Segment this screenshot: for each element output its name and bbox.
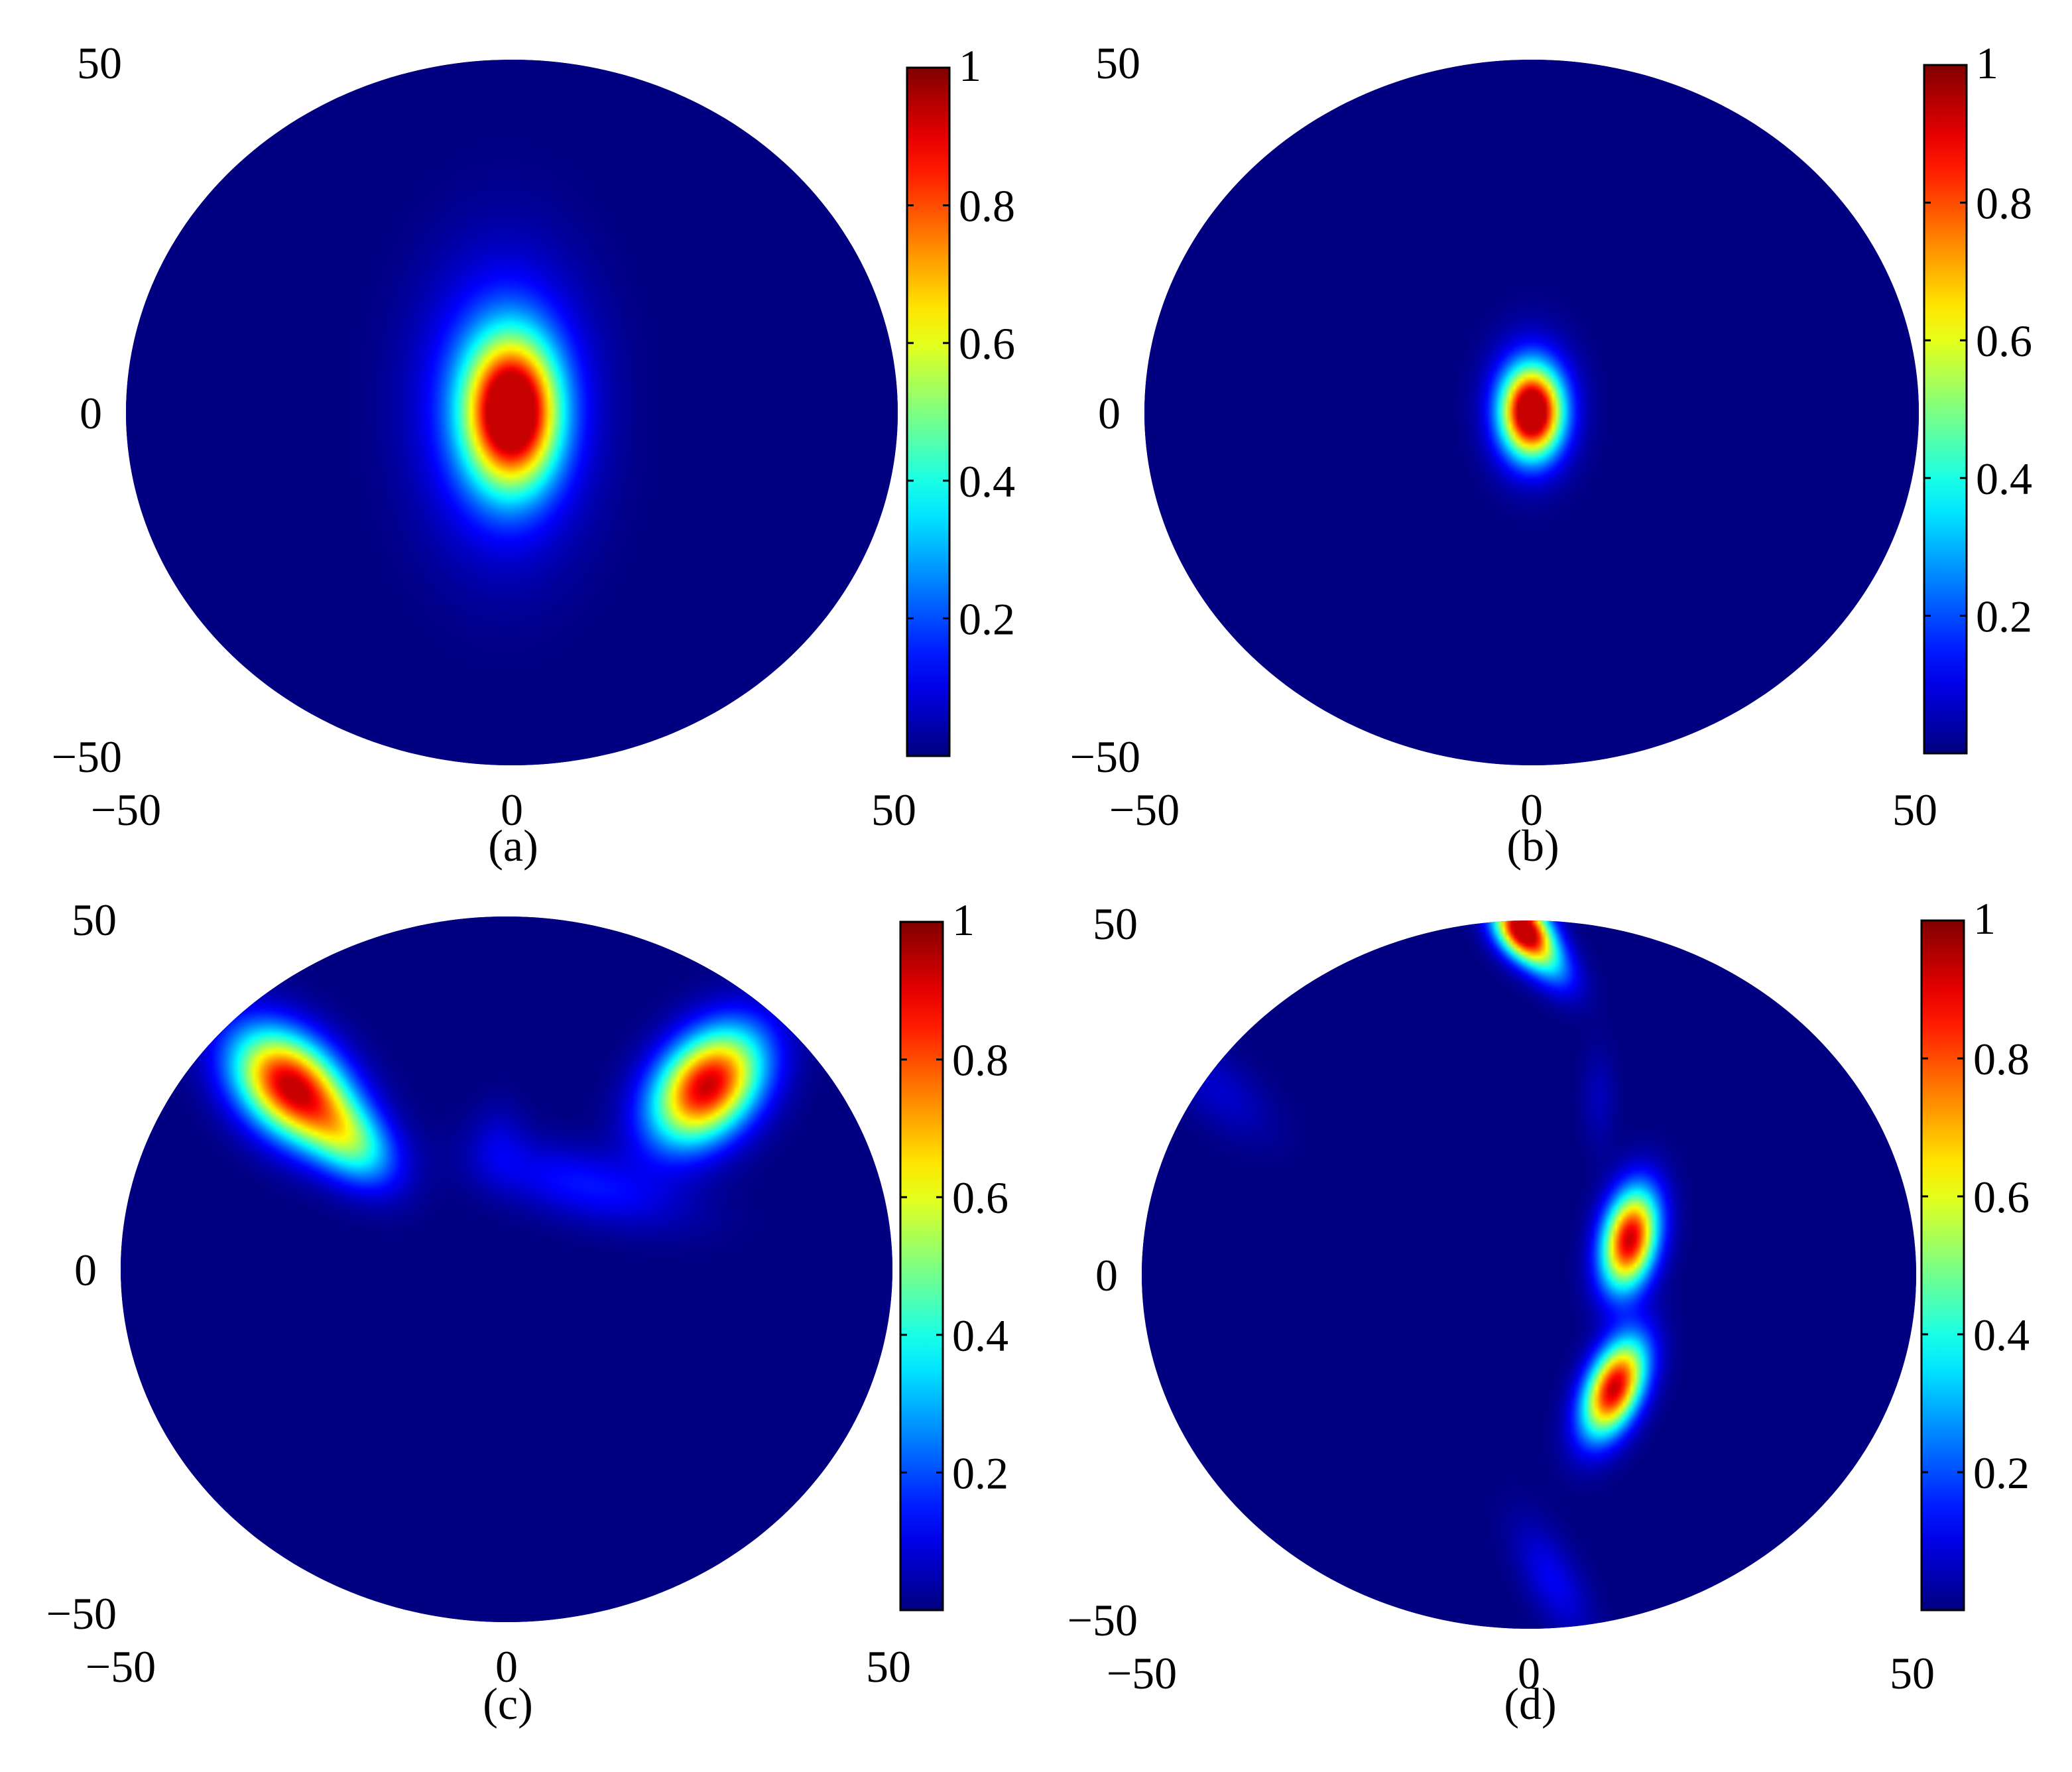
colorbar-tick-label: 0.2 [1976,591,2032,641]
colorbar-tick-label: 0.8 [959,181,1015,231]
y-tick-label: 50 [1095,38,1140,88]
y-tick-label: −50 [1067,1595,1138,1645]
colorbar-tick-label: 0.4 [952,1310,1008,1361]
y-tick-label: 0 [1095,1250,1118,1300]
y-tick-label: 50 [77,38,122,88]
colorbar-tick-label: 1 [952,895,975,945]
y-tick-label: 0 [1098,388,1121,438]
panel-label: (c) [483,1678,532,1729]
x-tick-label: 0 [501,785,523,835]
panel-a: 1 0.8 0.6 0.4 0.2 50 0 −50−50 0 50 (a) [52,38,1015,871]
x-tick-label: 0 [1520,785,1543,835]
intensity-heatmap [121,917,892,1622]
colorbar-tick-label: 0.2 [1973,1448,2030,1498]
panel-label: (a) [488,820,538,871]
colorbar-tick-label: 0.6 [952,1172,1008,1223]
panel-label: (b) [1506,820,1559,871]
y-tick-label: −50 [1070,731,1140,782]
y-tick-label: −50 [46,1588,117,1639]
x-tick-label: 0 [495,1641,518,1692]
y-tick-label: 0 [80,388,102,438]
colorbar [906,66,951,757]
colorbar-tick-label: 0.6 [959,318,1015,369]
x-tick-label: −50 [91,785,161,835]
colorbar-tick-label: 0.2 [959,594,1015,644]
x-tick-label: −50 [1107,1648,1177,1698]
colorbar-tick-label: 0.8 [952,1035,1008,1086]
colorbar-tick-label: 0.4 [1976,454,2032,504]
colorbar-tick-label: 0.4 [1973,1310,2030,1360]
x-tick-label: −50 [86,1641,156,1692]
colorbar-tick-label: 0.4 [959,456,1015,507]
colorbar-tick-label: 1 [1976,38,1998,88]
colorbar-tick-label: 1 [959,40,981,91]
y-tick-label: 0 [74,1245,97,1295]
panel-label: (d) [1504,1678,1556,1729]
panel-d: 1 0.8 0.6 0.4 0.2 50 0 −50−50 0 50 (d) [1067,893,2030,1729]
colorbar-tick-label: 0.6 [1973,1172,2030,1222]
y-tick-label: −50 [52,731,122,782]
colorbar [1920,919,1965,1612]
intensity-heatmap [126,60,898,765]
x-tick-label: 0 [1518,1648,1540,1698]
colorbar-tick-label: 0.8 [1973,1034,2030,1084]
y-tick-label: 50 [72,895,117,945]
colorbar-tick-label: 0.2 [952,1448,1008,1498]
intensity-heatmap [1144,60,1919,765]
x-tick-label: 50 [1892,785,1937,835]
x-tick-label: 50 [866,1641,911,1692]
intensity-heatmap [1142,920,1916,1629]
x-tick-label: 50 [1890,1648,1935,1698]
colorbar-tick-label: 0.6 [1976,316,2032,366]
colorbar-tick-label: 1 [1973,893,1996,944]
x-tick-label: −50 [1109,785,1180,835]
colorbar [1923,64,1968,755]
panel-b: 1 0.8 0.6 0.4 0.2 50 0 −50−50 0 50 (b) [1070,38,2032,871]
colorbar [899,920,944,1612]
panel-c: 1 0.8 0.6 0.4 0.2 50 0 −50−50 0 50 (c) [46,895,1008,1729]
colorbar-tick-label: 0.8 [1976,178,2032,229]
x-tick-label: 50 [871,785,916,835]
y-tick-label: 50 [1093,899,1138,949]
